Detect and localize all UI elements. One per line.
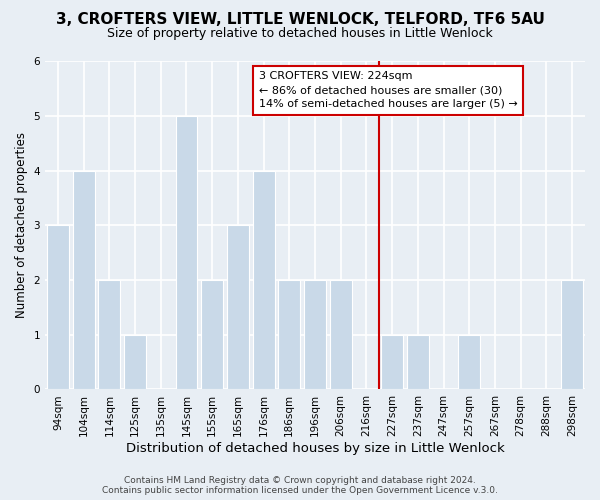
Bar [407,335,429,390]
Text: Contains HM Land Registry data © Crown copyright and database right 2024.
Contai: Contains HM Land Registry data © Crown c… [102,476,498,495]
Bar [304,280,326,390]
Bar [253,171,275,390]
Bar [98,280,120,390]
Bar [561,280,583,390]
Bar [73,171,95,390]
X-axis label: Distribution of detached houses by size in Little Wenlock: Distribution of detached houses by size … [125,442,505,455]
Y-axis label: Number of detached properties: Number of detached properties [15,132,28,318]
Bar [201,280,223,390]
Bar [176,116,197,390]
Bar [278,280,300,390]
Bar [47,226,69,390]
Bar [330,280,352,390]
Bar [381,335,403,390]
Bar [458,335,480,390]
Text: 3, CROFTERS VIEW, LITTLE WENLOCK, TELFORD, TF6 5AU: 3, CROFTERS VIEW, LITTLE WENLOCK, TELFOR… [56,12,544,28]
Bar [227,226,249,390]
Text: 3 CROFTERS VIEW: 224sqm
← 86% of detached houses are smaller (30)
14% of semi-de: 3 CROFTERS VIEW: 224sqm ← 86% of detache… [259,72,517,110]
Text: Size of property relative to detached houses in Little Wenlock: Size of property relative to detached ho… [107,28,493,40]
Bar [124,335,146,390]
